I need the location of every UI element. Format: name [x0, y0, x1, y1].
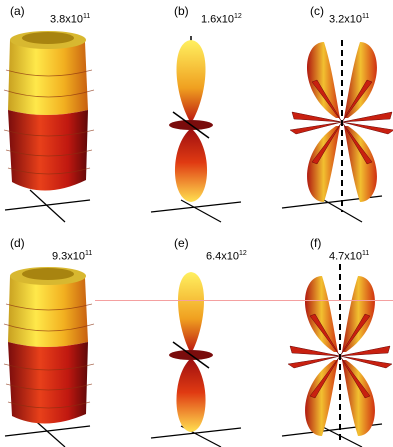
- barrel-surface-plot: [3, 267, 95, 447]
- panel-label: (c): [310, 4, 324, 18]
- panel-d: (d) 9.3x1011: [0, 224, 131, 447]
- panel-label: (d): [10, 236, 25, 250]
- panel-value: 9.3x1011: [52, 250, 93, 263]
- panel-b: (b) 1.6x1012: [131, 0, 262, 223]
- petal-surface-plot: [281, 264, 393, 447]
- panel-value: 3.2x1011: [329, 13, 370, 26]
- panel-value: 1.6x1012: [201, 13, 242, 26]
- panel-label: (a): [10, 4, 25, 18]
- panel-value: 6.4x1012: [206, 250, 247, 263]
- lobe-surface-plot: [150, 36, 242, 223]
- divider-line: [95, 300, 393, 301]
- petal-surface-plot: [281, 40, 393, 223]
- lobe-surface-plot: [150, 272, 242, 447]
- panel-e: (e) 6.4x1012: [131, 224, 262, 447]
- barrel-surface-plot: [3, 31, 95, 223]
- panel-a: (a) 3.8x1011: [0, 0, 131, 223]
- panel-value: 4.7x1011: [329, 250, 370, 263]
- panel-f: (f) 4.7x1011: [262, 224, 393, 447]
- panel-label: (f): [310, 236, 322, 250]
- panel-c: (c) 3.2x1011: [262, 0, 393, 223]
- panel-label: (b): [174, 4, 189, 18]
- panel-label: (e): [174, 236, 189, 250]
- panel-value: 3.8x1011: [50, 13, 91, 26]
